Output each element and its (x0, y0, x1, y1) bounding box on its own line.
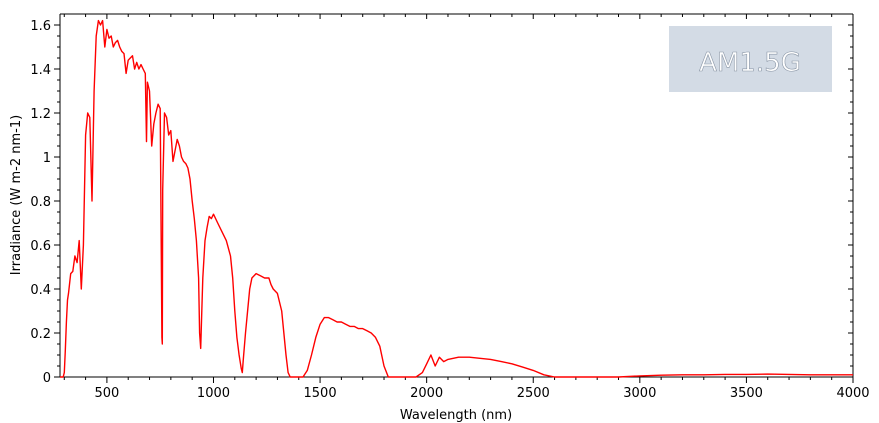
x-tick-label: 500 (94, 386, 119, 401)
x-tick-label: 4000 (836, 386, 869, 401)
y-axis-ticks: 0 0.2 0.4 0.6 0.8 1 1.2 1.4 1.6 (30, 19, 60, 386)
x-axis-title: Wavelength (nm) (400, 408, 512, 423)
y-tick-label: 1.4 (30, 63, 51, 78)
y-tick-label: 1.6 (30, 19, 51, 34)
y-tick-label: 0 (43, 371, 51, 386)
x-axis-ticks: 500 1000 1500 2000 2500 3000 3500 4000 (63, 377, 870, 401)
y-tick-label: 0.2 (30, 327, 51, 342)
annotation-label: AM1.5G (699, 48, 801, 78)
y-tick-label: 0.4 (30, 283, 51, 298)
y-tick-label: 0.6 (30, 239, 51, 254)
x-tick-label: 3000 (623, 386, 656, 401)
x-tick-label: 1500 (304, 386, 337, 401)
annotation-box (669, 26, 832, 92)
y-axis-title: Irradiance (W m-2 nm-1) (9, 115, 24, 275)
x-tick-label: 2500 (517, 386, 550, 401)
x-tick-label: 2000 (410, 386, 443, 401)
annotation-badge: AM1.5G (669, 26, 832, 92)
x-tick-label: 3500 (730, 386, 763, 401)
irradiance-series-line (60, 19, 853, 378)
y-tick-label: 1.2 (30, 107, 51, 122)
y-tick-label: 1 (43, 151, 51, 166)
y-tick-label: 0.8 (30, 195, 51, 210)
x-tick-label: 1000 (197, 386, 230, 401)
